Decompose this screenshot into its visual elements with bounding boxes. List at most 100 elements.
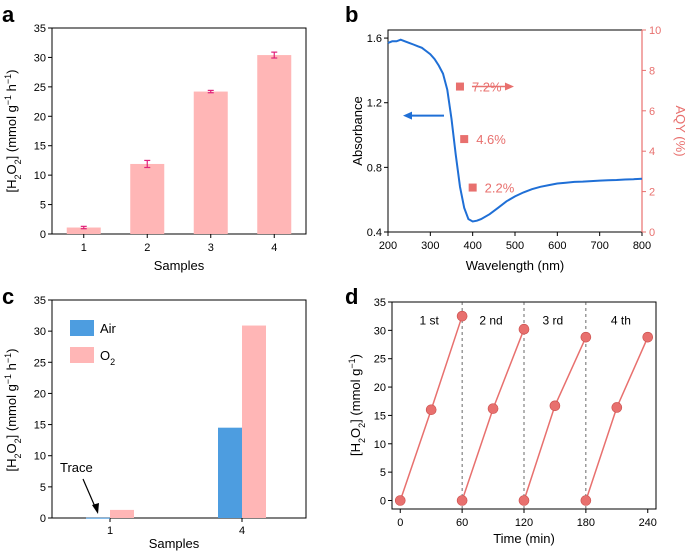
panel-a-ytick-label: 10: [34, 170, 46, 182]
panel-d-xtick-label: 60: [456, 517, 468, 529]
panel-c-bar-o2: [110, 509, 134, 518]
panel-b-aqy-point: [455, 82, 464, 91]
panel-b-xlabel: Wavelength (nm): [466, 258, 565, 273]
panel-b-xtick-label: 200: [379, 240, 397, 252]
panel-a-bar: [130, 163, 165, 234]
panel-b-y2label: AQY (%): [673, 105, 685, 156]
panel-b-xtick-label: 300: [421, 240, 439, 252]
panel-a-ytick-label: 5: [40, 200, 46, 212]
panel-b-y2tick-label: 2: [649, 187, 655, 199]
panel-b-absorbance-line: [387, 38, 643, 223]
panel-d-cycle-label: 1 st: [419, 314, 439, 328]
panel-d-data-point: [518, 323, 530, 335]
panel-b-arrow-left-head: [403, 111, 412, 120]
panel-d-xtick-label: 120: [515, 517, 533, 529]
panel-d-xtick-label: 0: [397, 517, 403, 529]
panel-d-cycle-label: 3 rd: [543, 314, 564, 328]
panel-b-ytick-label: 1.6: [367, 33, 382, 45]
panel-b-y2tick-label: 4: [649, 146, 655, 158]
panel-d-series-line: [461, 328, 525, 501]
panel-d-cycle-label: 4 th: [611, 314, 631, 328]
panel-a-chart: Samples [H2O2] (mmol g−1 h−1) 0 5 10 15 20 25…: [3, 23, 307, 273]
panel-b-aqy-label: 2.2%: [485, 181, 515, 196]
panel-d-ytick-label: 5: [380, 467, 386, 479]
panel-c-xtick-label: 4: [239, 525, 245, 537]
panel-d-data-point: [549, 400, 561, 412]
panel-b-ytick-label: 1.2: [367, 98, 382, 110]
panel-b-y2tick-label: 10: [649, 25, 661, 37]
panel-c-ytick-label: 35: [34, 295, 46, 307]
panel-c-ylabel: [H2O2] (mmol g−1 h−1): [3, 348, 23, 471]
panel-b-aqy-point: [468, 183, 477, 192]
panel-a-ytick-label: 30: [34, 52, 46, 64]
panel-b-xtick-label: 500: [506, 240, 524, 252]
panel-a-xtick-label: 2: [144, 242, 150, 254]
panel-c-legend-label: O2: [100, 348, 115, 367]
panel-d-data-point: [518, 495, 530, 506]
panel-a-ytick-label: 15: [34, 141, 46, 153]
panel-letter-c: c: [2, 284, 14, 309]
panel-a-xlabel: Samples: [154, 258, 205, 273]
panel-b-aqy-point: [460, 135, 469, 144]
panel-c-ytick-label: 25: [34, 357, 46, 369]
panel-a-bar: [257, 55, 292, 235]
panel-d-data-point: [456, 310, 468, 322]
panel-b-y2tick-label: 6: [649, 106, 655, 118]
panel-b-xtick-label: 400: [463, 240, 481, 252]
panel-d-ytick-label: 35: [374, 297, 386, 309]
panel-c-ytick-label: 15: [34, 420, 46, 432]
panel-d-ytick-label: 10: [374, 439, 386, 451]
panel-letter-d: d: [345, 284, 358, 309]
panel-c-legend-label: Air: [100, 321, 117, 336]
panel-a-ytick-label: 35: [34, 23, 46, 35]
panel-c-xtick-label: 1: [107, 525, 113, 537]
panel-c-ytick-label: 20: [34, 388, 46, 400]
panel-a-bar: [66, 227, 101, 234]
panel-a-xtick-label: 3: [208, 242, 214, 254]
panel-a-xtick-label: 4: [271, 242, 277, 254]
panel-d-series-line: [523, 336, 587, 501]
panel-d-cycle-label: 2 nd: [479, 314, 502, 328]
panel-c-ytick-label: 10: [34, 451, 46, 463]
panel-d-xtick-label: 240: [639, 517, 657, 529]
panel-a-ytick-label: 20: [34, 111, 46, 123]
panel-b-frame: [387, 29, 643, 233]
panel-d-data-point: [611, 402, 623, 413]
panel-a-ytick-label: 0: [40, 229, 46, 241]
panel-a-frame: [51, 27, 307, 235]
panel-d-ytick-label: 25: [374, 354, 386, 366]
panel-c-frame: [51, 299, 307, 519]
panel-d-xlabel: Time (min): [493, 531, 555, 546]
panel-d-xtick-label: 180: [577, 517, 595, 529]
panel-d-ytick-label: 30: [374, 325, 386, 337]
panel-a-xtick-label: 1: [81, 242, 87, 254]
panel-d-ytick-label: 0: [380, 495, 386, 507]
panel-d-ylabel: [H2O2] (mmol g−1): [347, 354, 367, 456]
panel-c-bar-air: [218, 427, 242, 518]
panel-c-annotation-arrow: [82, 478, 97, 510]
panel-c-legend-swatch: [70, 320, 94, 336]
panel-letter-a: a: [2, 2, 15, 27]
panel-c-ytick-label: 5: [40, 482, 46, 494]
panel-d-data-point: [487, 403, 499, 414]
panel-c-ytick-label: 0: [40, 513, 46, 525]
panel-a-bar: [193, 91, 228, 235]
panel-b-arrow-right-head: [504, 82, 514, 91]
panel-b-chart: Wavelength (nm) Absorbance AQY (%) 200 30…: [350, 25, 685, 273]
panel-c-chart: Samples [H2O2] (mmol g−1 h−1) 0 5 10 15 20 25…: [3, 295, 307, 551]
panel-d-chart: Time (min) [H2O2] (mmol g−1) 0 60 120 180 24…: [347, 297, 657, 546]
panel-d-series-line: [585, 336, 649, 501]
panel-c-legend-swatch: [70, 347, 94, 363]
panel-b-y2tick-label: 0: [649, 227, 655, 239]
panel-b-xtick-label: 700: [590, 240, 608, 252]
panel-c-ytick-label: 30: [34, 326, 46, 338]
panel-a-ytick-label: 25: [34, 82, 46, 94]
panel-a-ylabel: [H2O2] (mmol g−1 h−1): [3, 69, 23, 192]
panel-d-ytick-label: 20: [374, 382, 386, 394]
panel-b-ylabel: Absorbance: [350, 96, 365, 165]
panel-b-ytick-label: 0.4: [367, 227, 382, 239]
panel-b-y2tick-label: 8: [649, 65, 655, 77]
panel-c-bar-o2: [242, 325, 266, 518]
panel-b-aqy-label: 4.6%: [476, 132, 506, 147]
